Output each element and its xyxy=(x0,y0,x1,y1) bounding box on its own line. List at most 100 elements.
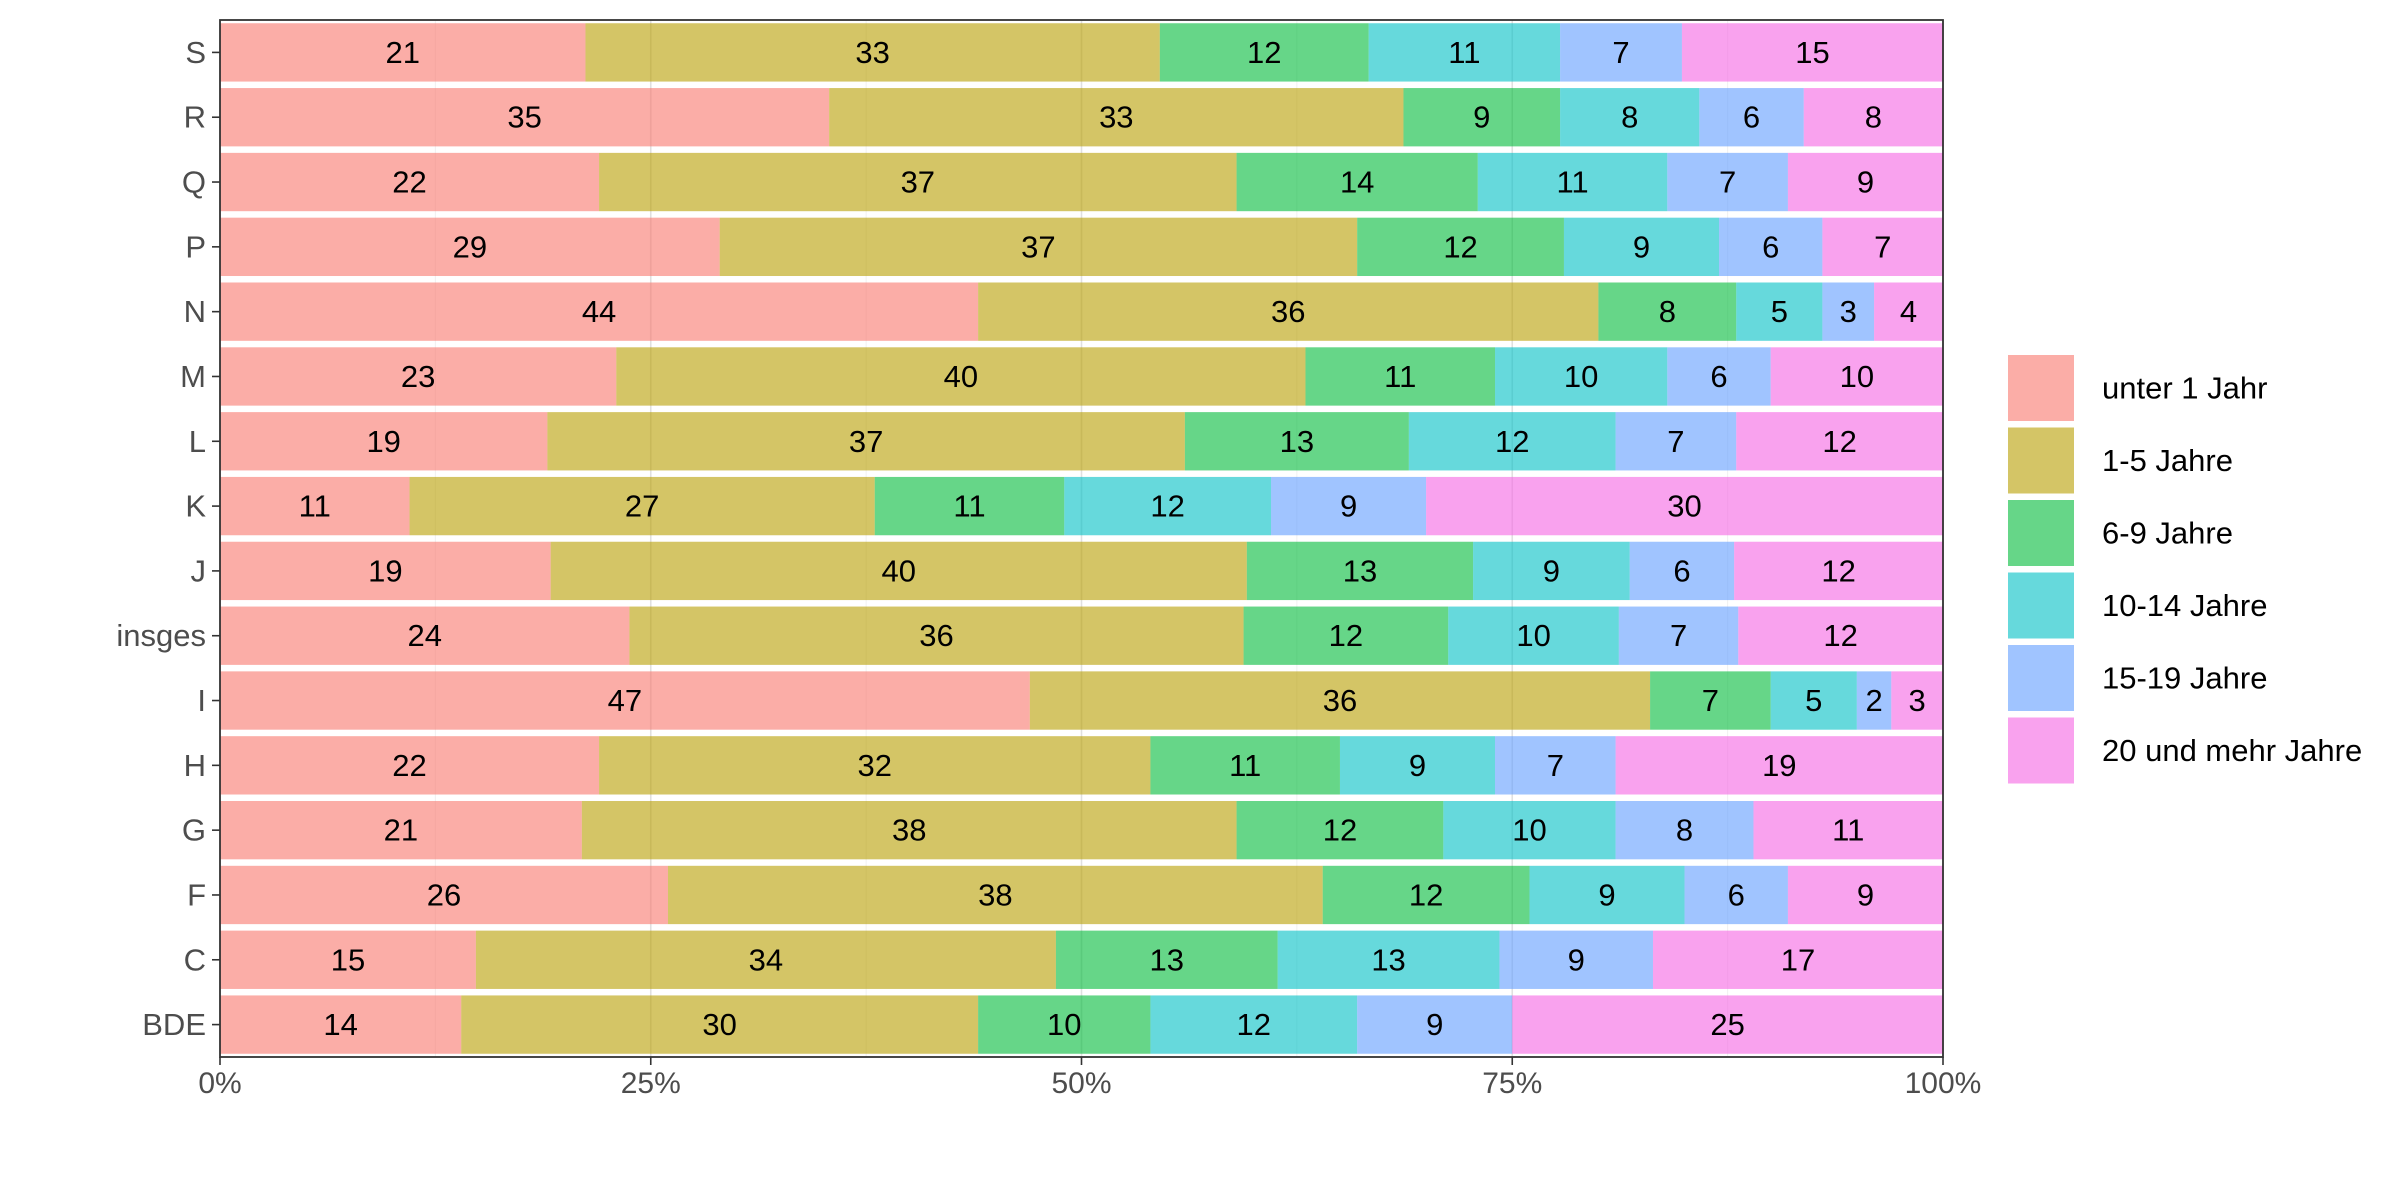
bar-segment xyxy=(1159,23,1369,82)
bar-segment xyxy=(1357,995,1513,1054)
bar-segment xyxy=(599,736,1151,795)
data-label: 13 xyxy=(1371,942,1405,977)
data-label: 12 xyxy=(1323,813,1357,848)
data-label: 6 xyxy=(1710,359,1727,394)
data-label: 8 xyxy=(1659,294,1676,329)
bar-segment xyxy=(220,152,600,212)
bar-segment xyxy=(1753,800,1943,860)
bar-segment xyxy=(1598,282,1737,341)
bar-segment xyxy=(220,930,476,989)
bar-segment xyxy=(1787,152,1943,212)
data-label: 40 xyxy=(944,359,978,394)
bar-segment xyxy=(581,800,1237,860)
bar-segment xyxy=(1246,541,1474,601)
bar-segment xyxy=(220,476,410,536)
bar-segment xyxy=(220,865,668,925)
data-label: 26 xyxy=(427,877,461,912)
data-label: 4 xyxy=(1900,294,1917,329)
y-tick-label: S xyxy=(185,35,206,70)
data-label: 6 xyxy=(1728,877,1745,912)
bar-segment xyxy=(1560,23,1682,82)
data-label: 19 xyxy=(368,553,402,588)
data-label: 8 xyxy=(1865,100,1882,135)
data-label: 11 xyxy=(299,489,331,524)
bar-segment xyxy=(667,865,1323,925)
bar-segment xyxy=(1150,736,1340,795)
data-label: 19 xyxy=(1762,748,1796,783)
data-label: 11 xyxy=(1229,748,1261,783)
bar-segment xyxy=(1236,800,1444,860)
bar-segment xyxy=(1681,23,1943,82)
bar-segment xyxy=(1563,217,1720,277)
bar-segment xyxy=(220,606,630,665)
legend-key xyxy=(2008,355,2074,421)
bar-segment xyxy=(599,152,1237,212)
data-label: 44 xyxy=(582,294,616,329)
bar-segment xyxy=(1322,865,1530,925)
bar-segment xyxy=(1615,736,1943,795)
bar-segment xyxy=(1822,282,1875,341)
bar-segment xyxy=(1368,23,1561,82)
y-tick-label: L xyxy=(189,424,206,459)
bar-segment xyxy=(1615,800,1754,860)
data-label: 5 xyxy=(1805,683,1822,718)
bar-segment xyxy=(1477,152,1668,212)
data-label: 10 xyxy=(1047,1007,1081,1042)
data-label: 37 xyxy=(901,165,935,200)
bar-segment xyxy=(1667,347,1771,406)
bar-segment xyxy=(1734,541,1943,601)
data-label: 11 xyxy=(1556,165,1588,200)
data-label: 14 xyxy=(1340,165,1374,200)
data-label: 36 xyxy=(1323,683,1357,718)
data-label: 9 xyxy=(1543,553,1560,588)
data-label: 34 xyxy=(749,942,783,977)
bar-segment xyxy=(220,800,582,860)
data-label: 21 xyxy=(386,35,420,70)
bar-segment xyxy=(1736,282,1823,341)
bar-segment xyxy=(220,217,720,277)
bar-segment xyxy=(1629,541,1735,601)
bar-segment xyxy=(220,282,979,341)
legend: unter 1 Jahr 1-5 Jahre 6-9 Jahre 10-14 Jahr… xyxy=(2008,355,2362,784)
bar-segment xyxy=(220,412,548,471)
bar-segment xyxy=(220,23,586,82)
bar-segment xyxy=(1667,152,1788,212)
bar-segment xyxy=(1277,930,1500,989)
bar-segment xyxy=(978,995,1151,1054)
bar-segment xyxy=(220,541,551,601)
data-label: 7 xyxy=(1874,229,1891,264)
data-label: 12 xyxy=(1821,553,1855,588)
data-label: 12 xyxy=(1823,618,1857,653)
data-label: 9 xyxy=(1340,489,1357,524)
data-label: 12 xyxy=(1443,229,1477,264)
data-label: 29 xyxy=(453,229,487,264)
data-label: 21 xyxy=(384,813,418,848)
data-label: 13 xyxy=(1343,553,1377,588)
data-label: 10 xyxy=(1840,359,1874,394)
data-label: 37 xyxy=(1021,229,1055,264)
data-label: 12 xyxy=(1150,489,1184,524)
data-label: 12 xyxy=(1822,424,1856,459)
bar-segment xyxy=(1448,606,1619,665)
data-label: 7 xyxy=(1719,165,1736,200)
data-label: 12 xyxy=(1409,877,1443,912)
bar-segment xyxy=(1652,930,1943,989)
data-label: 6 xyxy=(1673,553,1690,588)
data-label: 11 xyxy=(1448,35,1480,70)
data-label: 15 xyxy=(1795,35,1829,70)
data-label: 22 xyxy=(392,748,426,783)
y-tick-label: N xyxy=(184,294,206,329)
data-label: 33 xyxy=(1099,100,1133,135)
legend-label: 20 und mehr Jahre xyxy=(2102,733,2362,768)
data-label: 8 xyxy=(1621,100,1638,135)
data-label: 33 xyxy=(855,35,889,70)
bar-segment xyxy=(1650,671,1771,730)
bar-segment xyxy=(475,930,1056,989)
data-label: 9 xyxy=(1633,229,1650,264)
data-label: 3 xyxy=(1840,294,1857,329)
data-label: 30 xyxy=(1667,489,1701,524)
bar-segment xyxy=(1495,347,1668,406)
bar-segment xyxy=(220,347,617,406)
legend-label: 1-5 Jahre xyxy=(2102,443,2233,478)
